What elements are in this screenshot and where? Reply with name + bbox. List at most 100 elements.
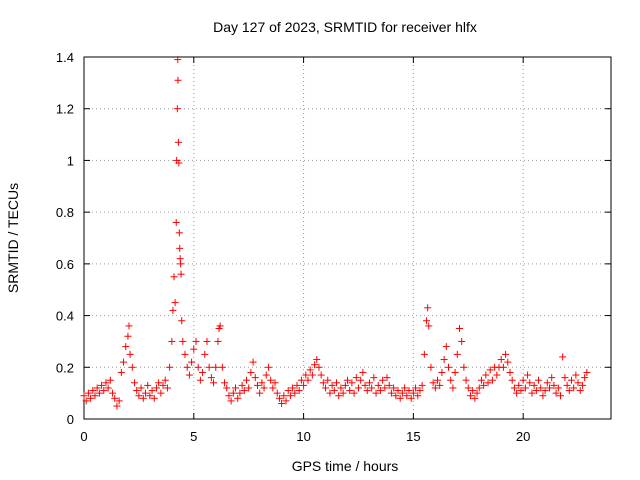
data-point bbox=[203, 337, 211, 345]
data-point bbox=[543, 379, 551, 387]
data-point bbox=[515, 381, 523, 389]
data-point bbox=[445, 363, 453, 371]
data-point bbox=[196, 376, 204, 384]
data-point bbox=[396, 394, 404, 402]
data-point bbox=[159, 381, 167, 389]
data-point bbox=[115, 397, 123, 405]
data-point bbox=[122, 343, 130, 351]
data-point bbox=[214, 337, 222, 345]
data-point bbox=[188, 358, 196, 366]
data-point bbox=[227, 397, 235, 405]
data-point bbox=[225, 392, 233, 400]
data-point bbox=[234, 394, 242, 402]
data-point bbox=[453, 350, 461, 358]
data-point bbox=[100, 387, 108, 395]
data-point bbox=[207, 374, 215, 382]
data-point bbox=[194, 363, 202, 371]
data-point bbox=[363, 387, 371, 395]
data-point bbox=[183, 363, 191, 371]
data-point bbox=[333, 379, 341, 387]
data-point bbox=[313, 356, 321, 364]
data-point bbox=[385, 381, 393, 389]
y-tick-label: 0.6 bbox=[56, 257, 74, 272]
data-point bbox=[278, 399, 286, 407]
data-point bbox=[370, 374, 378, 382]
data-point bbox=[537, 384, 545, 392]
data-point bbox=[267, 376, 275, 384]
data-point bbox=[176, 244, 184, 252]
data-point bbox=[510, 384, 518, 392]
data-point bbox=[504, 358, 512, 366]
data-point bbox=[392, 392, 400, 400]
data-point bbox=[155, 379, 163, 387]
data-point bbox=[447, 376, 455, 384]
data-point bbox=[223, 384, 231, 392]
data-point bbox=[95, 389, 103, 397]
data-point bbox=[286, 392, 294, 400]
y-tick-label: 0 bbox=[67, 412, 74, 427]
data-point bbox=[205, 363, 213, 371]
x-axis-ticks: 0 5 10 15 20 bbox=[80, 57, 530, 444]
data-point bbox=[295, 387, 303, 395]
data-point bbox=[499, 363, 507, 371]
data-point bbox=[405, 387, 413, 395]
data-point bbox=[245, 384, 253, 392]
data-point bbox=[554, 384, 562, 392]
data-point bbox=[210, 379, 218, 387]
data-point bbox=[271, 379, 279, 387]
x-tick-label: 20 bbox=[516, 429, 530, 444]
data-point bbox=[379, 376, 387, 384]
data-point bbox=[256, 389, 264, 397]
plot-frame bbox=[83, 56, 612, 420]
data-point bbox=[249, 358, 257, 366]
data-point bbox=[348, 379, 356, 387]
data-point bbox=[502, 350, 510, 358]
data-point bbox=[293, 381, 301, 389]
data-point bbox=[311, 361, 319, 369]
y-tick-label: 0.4 bbox=[56, 309, 74, 324]
data-point bbox=[350, 389, 358, 397]
data-point bbox=[139, 394, 147, 402]
data-point bbox=[174, 138, 182, 146]
data-point bbox=[240, 387, 248, 395]
data-point bbox=[394, 387, 402, 395]
data-point bbox=[414, 392, 422, 400]
data-point bbox=[289, 384, 297, 392]
data-point bbox=[262, 371, 270, 379]
data-point bbox=[528, 389, 536, 397]
data-point bbox=[280, 392, 288, 400]
data-point bbox=[436, 381, 444, 389]
data-point bbox=[218, 363, 226, 371]
data-point bbox=[471, 394, 479, 402]
data-point bbox=[460, 363, 468, 371]
data-point bbox=[175, 229, 183, 237]
data-point bbox=[172, 218, 180, 226]
data-point bbox=[431, 384, 439, 392]
data-point bbox=[302, 371, 310, 379]
chart-title: Day 127 of 2023, SRMTID for receiver hlf… bbox=[213, 19, 477, 35]
data-point bbox=[572, 371, 580, 379]
data-point bbox=[357, 376, 365, 384]
y-axis-ticks: 0 0.2 0.4 0.6 0.8 1 1.2 1.4 bbox=[56, 50, 611, 427]
y-tick-label: 0.8 bbox=[56, 205, 74, 220]
data-point bbox=[401, 384, 409, 392]
data-point bbox=[269, 384, 277, 392]
data-point bbox=[173, 105, 181, 113]
data-point bbox=[535, 376, 543, 384]
data-point bbox=[550, 381, 558, 389]
data-point bbox=[567, 376, 575, 384]
data-point bbox=[291, 389, 299, 397]
data-point bbox=[559, 353, 567, 361]
data-point bbox=[166, 363, 174, 371]
data-point bbox=[306, 366, 314, 374]
x-tick-label: 15 bbox=[406, 429, 420, 444]
data-point bbox=[111, 394, 119, 402]
data-point bbox=[117, 368, 125, 376]
data-point bbox=[181, 350, 189, 358]
data-point bbox=[148, 387, 156, 395]
data-point bbox=[464, 384, 472, 392]
data-point bbox=[128, 363, 136, 371]
data-point bbox=[157, 389, 165, 397]
data-point bbox=[190, 345, 198, 353]
data-point bbox=[120, 358, 128, 366]
